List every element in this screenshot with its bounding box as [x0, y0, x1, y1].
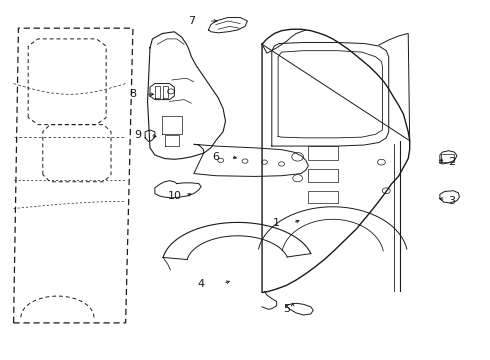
Text: 7: 7: [188, 16, 195, 26]
Bar: [308, 191, 338, 203]
Text: 8: 8: [129, 89, 137, 99]
Text: 9: 9: [134, 130, 142, 140]
Text: 1: 1: [273, 218, 280, 228]
Text: 4: 4: [197, 279, 205, 289]
Text: 5: 5: [283, 303, 290, 314]
Text: 6: 6: [212, 152, 219, 162]
Bar: [308, 146, 338, 160]
Bar: [308, 169, 338, 182]
Text: 10: 10: [168, 191, 181, 201]
Text: 2: 2: [448, 157, 456, 167]
Text: 3: 3: [448, 197, 456, 206]
